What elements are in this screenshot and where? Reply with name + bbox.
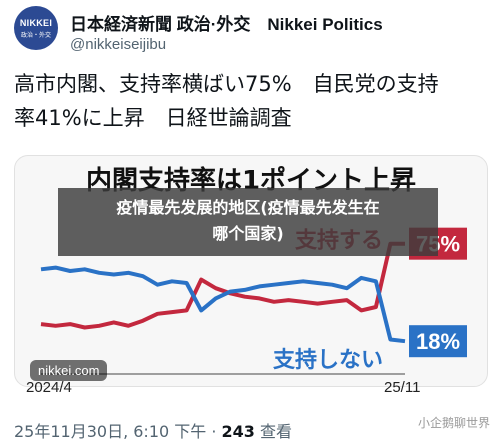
- end-value-box-1: 18%: [409, 325, 467, 358]
- tweet-text: 高市内閣、支持率横ばい75% 自民党の支持 率41%に上昇 日経世論調査: [14, 72, 439, 130]
- tweet-meta: 25年11月30日, 6:10 下午 · 243 查看: [14, 418, 292, 442]
- x-start-label: 2024/4: [26, 379, 72, 396]
- series-line-0: [40, 241, 405, 330]
- timestamp[interactable]: 25年11月30日, 6:10 下午 ·: [14, 422, 222, 441]
- views-label: 查看: [254, 422, 293, 441]
- avatar-sub: 政治・外交: [20, 32, 51, 39]
- views-count: 243: [221, 422, 255, 441]
- handle[interactable]: @nikkeiseijibu: [70, 36, 167, 53]
- x-end-label: 25/11: [384, 379, 421, 396]
- overlay-caption: 疫情最先发展的地区(疫情最先发生在 哪个国家): [58, 188, 438, 256]
- source-badge: nikkei.com: [30, 360, 108, 381]
- watermark: 小企鹅聊世界: [417, 416, 490, 430]
- avatar-brand: NIKKEI: [19, 17, 53, 28]
- end-value-bg-1: [409, 325, 467, 358]
- avatar[interactable]: NIKKEI 政治・外交: [14, 6, 58, 50]
- series-name-label-1: 支持しない: [273, 348, 383, 373]
- overlay-text: 疫情最先发展的地区(疫情最先发生在 哪个国家): [116, 198, 380, 243]
- end-value-label-1: 18%: [416, 329, 460, 354]
- display-name[interactable]: 日本経済新聞 政治·外交 Nikkei Politics: [70, 15, 383, 34]
- series-line-1: [40, 265, 406, 344]
